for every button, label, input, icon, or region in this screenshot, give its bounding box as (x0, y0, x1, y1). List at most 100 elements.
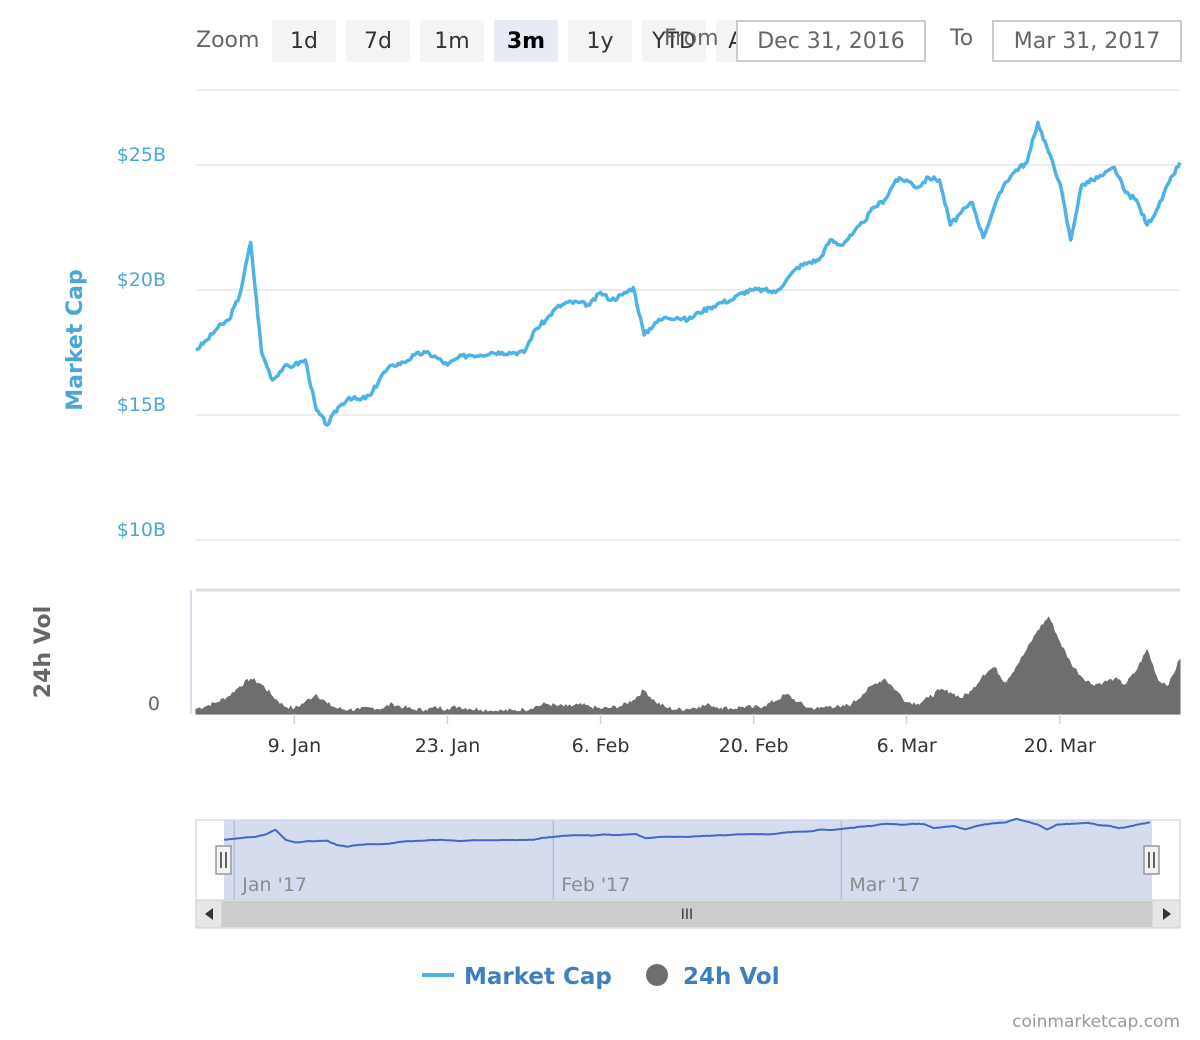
market-cap-point[interactable] (838, 242, 844, 248)
market-cap-point[interactable] (346, 395, 352, 401)
market-cap-point[interactable] (259, 350, 265, 356)
market-cap-point[interactable] (915, 185, 921, 191)
market-cap-point[interactable] (477, 352, 483, 358)
market-cap-point[interactable] (773, 290, 779, 296)
market-cap-point[interactable] (226, 317, 232, 323)
market-cap-point[interactable] (609, 297, 615, 303)
market-cap-point[interactable] (762, 287, 768, 293)
market-cap-point[interactable] (860, 220, 866, 226)
market-cap-point[interactable] (598, 290, 604, 296)
market-cap-point[interactable] (281, 365, 287, 371)
market-cap-point[interactable] (1133, 197, 1139, 203)
market-cap-point[interactable] (783, 277, 789, 283)
market-cap-point[interactable] (521, 350, 527, 356)
market-cap-point[interactable] (947, 222, 953, 228)
market-cap-point[interactable] (543, 317, 549, 323)
market-cap-point[interactable] (969, 200, 975, 206)
market-cap-point[interactable] (740, 290, 746, 296)
market-cap-point[interactable] (193, 347, 199, 353)
market-cap-point[interactable] (849, 232, 855, 238)
market-cap-point[interactable] (248, 240, 254, 246)
market-cap-point[interactable] (980, 235, 986, 241)
market-cap-point[interactable] (357, 397, 363, 403)
market-cap-point[interactable] (204, 337, 210, 343)
market-cap-point[interactable] (401, 360, 407, 366)
market-cap-point[interactable] (434, 355, 440, 361)
market-cap-point[interactable] (1024, 160, 1030, 166)
scrollbar[interactable]: III (195, 899, 1181, 929)
market-cap-point[interactable] (641, 332, 647, 338)
market-cap-point[interactable] (958, 210, 964, 216)
market-cap-point[interactable] (805, 260, 811, 266)
market-cap-point[interactable] (379, 372, 385, 378)
market-cap-point[interactable] (1090, 177, 1096, 183)
market-cap-point[interactable] (871, 205, 877, 211)
scrollbar-thumb[interactable] (222, 901, 1152, 927)
market-cap-point[interactable] (1122, 190, 1128, 196)
market-cap-point[interactable] (1166, 180, 1172, 186)
market-cap-point[interactable] (215, 325, 221, 331)
market-cap-point[interactable] (1002, 180, 1008, 186)
legend-item-market-cap[interactable]: Market Cap (422, 964, 612, 990)
market-cap-point[interactable] (368, 392, 374, 398)
market-cap-point[interactable] (685, 317, 691, 323)
market-cap-point[interactable] (696, 310, 702, 316)
market-cap-point[interactable] (926, 175, 932, 181)
market-cap-point[interactable] (619, 292, 625, 298)
market-cap-point[interactable] (390, 362, 396, 368)
zoom-1y-button[interactable]: 1y (568, 20, 632, 62)
market-cap-point[interactable] (499, 350, 505, 356)
navigator-handle-right[interactable] (1143, 845, 1160, 875)
market-cap-point[interactable] (1111, 165, 1117, 171)
market-cap-point[interactable] (991, 205, 997, 211)
market-cap-point[interactable] (751, 287, 757, 293)
market-cap-point[interactable] (445, 362, 451, 368)
market-cap-point[interactable] (816, 257, 822, 263)
navigator-handle-left[interactable] (215, 845, 232, 875)
market-cap-point[interactable] (291, 362, 297, 368)
market-cap-point[interactable] (794, 265, 800, 271)
market-cap-point[interactable] (576, 300, 582, 306)
market-cap-point[interactable] (1057, 180, 1063, 186)
navigator-selection[interactable] (224, 820, 1152, 900)
market-cap-point[interactable] (1035, 120, 1041, 126)
market-cap-point[interactable] (718, 300, 724, 306)
scroll-left-button[interactable] (195, 899, 223, 929)
market-cap-point[interactable] (335, 405, 341, 411)
market-cap-point[interactable] (827, 237, 833, 243)
market-cap-point[interactable] (1155, 205, 1161, 211)
market-cap-point[interactable] (554, 305, 560, 311)
market-cap-point[interactable] (455, 355, 461, 361)
market-cap-point[interactable] (313, 407, 319, 413)
market-cap-point[interactable] (412, 352, 418, 358)
market-cap-point[interactable] (532, 327, 538, 333)
legend-item-24h-vol[interactable]: 24h Vol (646, 964, 780, 990)
market-cap-point[interactable] (663, 315, 669, 321)
market-cap-point[interactable] (630, 285, 636, 291)
market-cap-point[interactable] (729, 297, 735, 303)
market-cap-point[interactable] (937, 177, 943, 183)
market-cap-point[interactable] (237, 292, 243, 298)
market-cap-point[interactable] (510, 350, 516, 356)
market-cap-point[interactable] (488, 350, 494, 356)
credit-link[interactable]: coinmarketcap.com (1012, 1012, 1180, 1032)
market-cap-point[interactable] (1144, 222, 1150, 228)
market-cap-point[interactable] (652, 320, 658, 326)
navigator[interactable]: Jan '17 Feb '17 Mar '17 (195, 817, 1181, 901)
zoom-1d-button[interactable]: 1d (272, 20, 336, 62)
market-cap-point[interactable] (423, 350, 429, 356)
market-cap-point[interactable] (893, 177, 899, 183)
market-cap-point[interactable] (324, 422, 330, 428)
market-cap-point[interactable] (1079, 182, 1085, 188)
market-cap-point[interactable] (1046, 150, 1052, 156)
market-cap-point[interactable] (882, 197, 888, 203)
market-cap-point[interactable] (707, 305, 713, 311)
zoom-3m-button[interactable]: 3m (494, 20, 558, 62)
zoom-7d-button[interactable]: 7d (346, 20, 410, 62)
scroll-right-button[interactable] (1151, 899, 1181, 929)
to-date-input[interactable]: Mar 31, 2017 (992, 20, 1182, 62)
market-cap-point[interactable] (302, 357, 308, 363)
market-cap-point[interactable] (904, 177, 910, 183)
market-cap-point[interactable] (1101, 172, 1107, 178)
market-cap-point[interactable] (1013, 167, 1019, 173)
